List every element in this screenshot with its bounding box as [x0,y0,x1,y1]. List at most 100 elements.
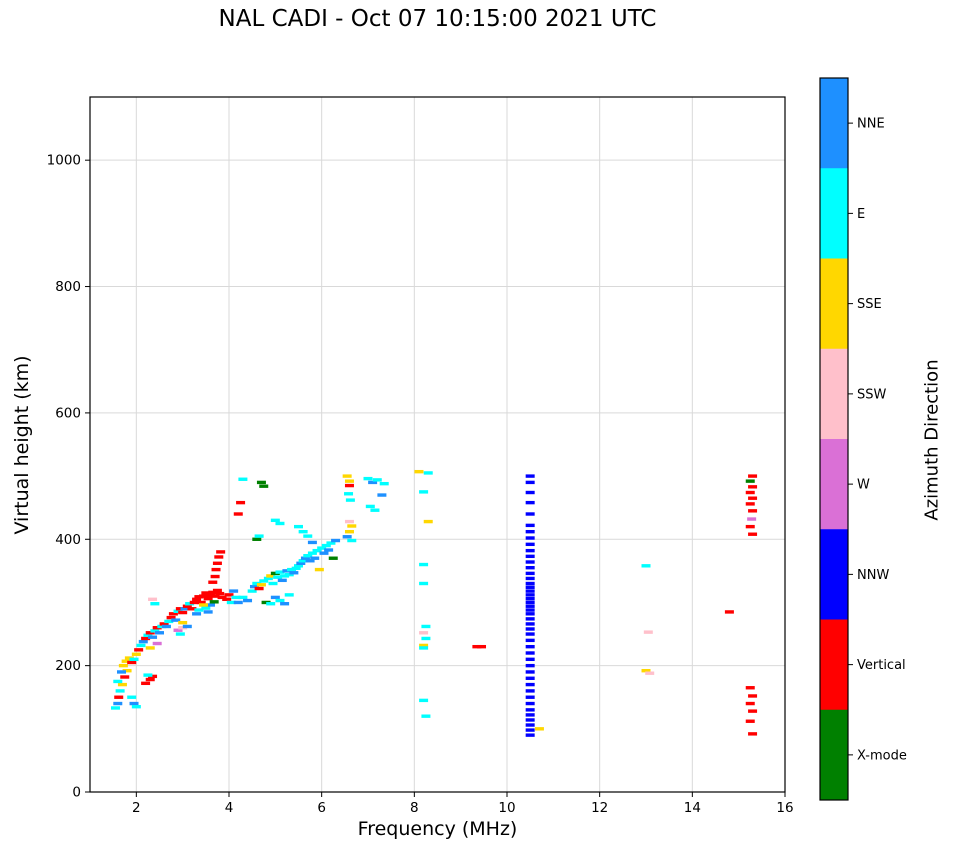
data-point [525,627,535,631]
data-point [414,469,424,474]
data-point [178,610,188,615]
data-point [472,644,482,649]
data-point [148,635,158,639]
data-point [185,602,195,606]
data-point [138,639,148,644]
data-point [303,554,313,558]
data-point [222,597,232,601]
data-point [525,682,535,687]
data-point [525,638,535,643]
colorbar-segment-W [820,439,848,530]
data-point [192,597,202,601]
data-point [212,561,222,565]
data-point [266,602,276,606]
data-point [525,596,535,601]
data-point [252,537,262,541]
data-point [131,652,141,656]
data-point [173,628,183,632]
data-point [113,679,123,684]
data-point [344,479,354,483]
data-point [117,670,127,674]
data-point [342,535,352,539]
data-point [254,586,264,591]
data-point [745,479,755,483]
data-point [525,695,535,699]
data-point [423,471,433,475]
data-point [298,559,308,563]
data-point [641,564,651,568]
y-tick-label: 200 [55,658,81,674]
data-point [748,485,758,489]
data-point [525,657,535,662]
data-point [236,500,246,505]
data-point [747,517,757,521]
data-point [175,632,185,636]
data-point [724,610,734,614]
data-point [122,668,132,673]
data-point [113,701,123,706]
data-point [748,694,758,698]
data-point [270,595,280,600]
data-point [370,508,380,512]
data-point [143,633,153,638]
data-point [280,602,290,606]
data-point [203,610,213,614]
data-point [199,603,209,607]
y-tick-label: 800 [55,279,81,295]
colorbar-category-label: Vertical [857,658,906,673]
colorbar-segment-NNW [820,529,848,620]
data-point [525,523,535,528]
data-point [120,675,130,679]
data-point [121,659,131,663]
x-tick-label: 12 [591,800,608,816]
data-point [294,564,303,568]
data-point [201,606,211,610]
data-point [748,532,758,536]
data-point [187,607,197,611]
data-point [525,529,535,534]
data-point [117,682,127,687]
data-point [201,591,211,595]
data-point [344,492,354,496]
data-point [307,551,317,555]
data-point [224,593,234,597]
data-point [525,585,535,589]
data-point [289,571,299,575]
data-point [525,663,535,668]
x-axis-label: Frequency (MHz) [357,818,518,840]
data-point [150,629,160,633]
data-point [525,676,535,680]
data-point [273,575,283,579]
data-point [419,646,429,650]
data-point [243,598,253,603]
x-tick-label: 8 [410,800,419,816]
y-axis-label: Virtual height (km) [11,355,33,535]
data-point [238,477,248,481]
data-point [423,519,433,524]
data-point [247,589,257,593]
x-tick-label: 6 [317,800,326,816]
data-point [525,480,535,485]
data-point [525,593,535,597]
data-point [263,576,273,581]
data-point [347,524,357,528]
data-point [300,556,310,560]
data-point [155,631,164,635]
data-point [145,631,155,635]
data-point [294,524,303,529]
data-point [152,641,162,646]
data-point [254,534,264,538]
x-tick-label: 16 [776,800,793,816]
data-point [525,542,535,547]
data-point [321,543,331,548]
data-point [282,569,292,573]
data-point [173,609,183,613]
data-point [525,548,535,553]
data-point [525,490,535,495]
data-point [127,695,137,699]
data-point [342,474,352,478]
data-point [192,612,202,616]
data-point [199,594,209,598]
data-point [270,518,280,523]
